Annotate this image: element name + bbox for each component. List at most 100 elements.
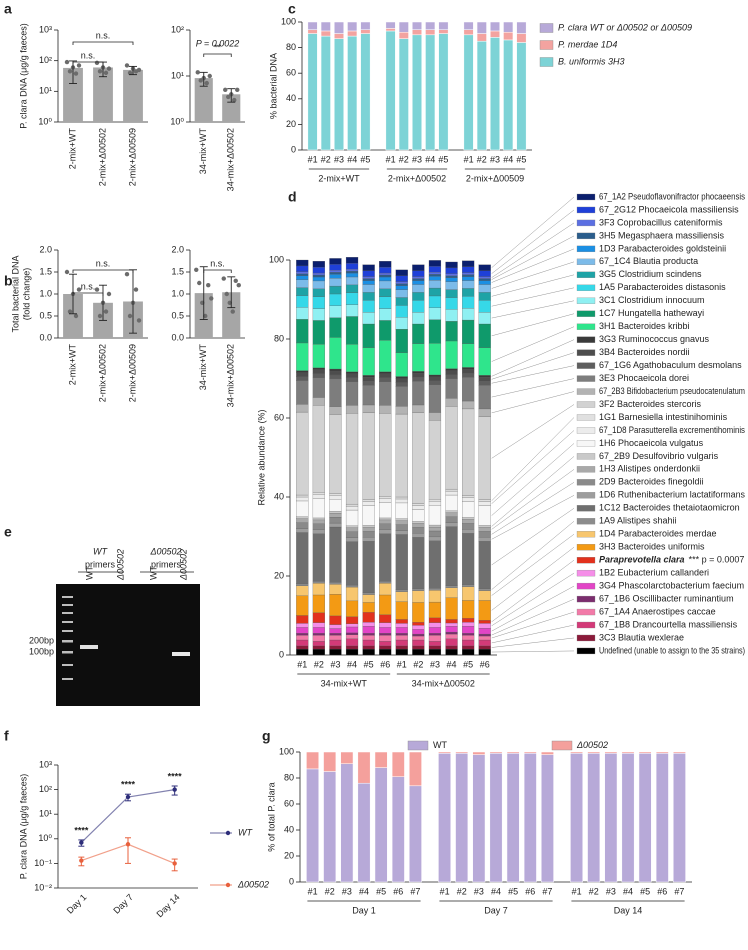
data-point bbox=[172, 861, 177, 866]
bar-segment bbox=[412, 505, 425, 510]
bar-segment bbox=[478, 270, 491, 277]
bar-segment bbox=[655, 753, 669, 883]
y-tick-label: 40 bbox=[274, 491, 284, 501]
bar-segment bbox=[395, 639, 408, 647]
bar-segment bbox=[345, 304, 359, 317]
bar-segment bbox=[362, 276, 375, 279]
bar-segment bbox=[362, 537, 375, 542]
bar-segment bbox=[340, 751, 354, 764]
bar-segment bbox=[379, 633, 392, 636]
bar-segment bbox=[445, 374, 458, 379]
x-tick-label: #3 bbox=[412, 154, 422, 164]
x-tick-label: #4 bbox=[447, 659, 457, 669]
legend-label: 1C7 Hungatella hathewayi bbox=[599, 308, 704, 318]
group-label: 2-mix+Δ00502 bbox=[388, 173, 446, 183]
bar-segment bbox=[345, 263, 359, 270]
bar-segment bbox=[395, 269, 408, 276]
bar-segment bbox=[395, 623, 408, 628]
bar-segment bbox=[398, 38, 409, 151]
legend-label: 3G4 Phascolarctobacterium faecium bbox=[599, 580, 744, 590]
legend-label: 1B2 Eubacterium callanderi bbox=[599, 568, 709, 578]
bar-segment bbox=[296, 585, 309, 596]
x-tick-label: #3 bbox=[474, 886, 484, 896]
primer-label: primers bbox=[151, 559, 182, 569]
data-point bbox=[233, 278, 238, 283]
bar-segment bbox=[362, 622, 375, 627]
x-tick-label: Day 1 bbox=[65, 892, 89, 916]
bar-segment bbox=[362, 626, 375, 634]
y-tick-label: 10¹ bbox=[39, 809, 52, 819]
bar-segment bbox=[445, 619, 458, 624]
bar-segment bbox=[379, 648, 392, 656]
bar bbox=[93, 67, 113, 122]
x-tick-label: #2 bbox=[399, 154, 409, 164]
y-tick-label: 2.0 bbox=[39, 244, 52, 254]
bar-segment bbox=[478, 381, 491, 386]
bar-segment bbox=[445, 597, 458, 620]
bar-segment bbox=[296, 259, 309, 267]
x-tick-label: #5 bbox=[640, 886, 650, 896]
bar-segment bbox=[462, 377, 475, 402]
bar-segment bbox=[395, 524, 408, 531]
bar-segment bbox=[395, 289, 408, 298]
bar-segment bbox=[312, 492, 325, 495]
leader-line bbox=[491, 443, 575, 516]
data-point bbox=[136, 318, 142, 323]
data-point bbox=[67, 69, 73, 74]
bar-segment bbox=[516, 33, 527, 43]
group-label: 2-mix+WT bbox=[318, 173, 360, 183]
y-tick-label: 10³ bbox=[39, 759, 52, 769]
legend-swatch bbox=[576, 336, 596, 343]
x-tick-label: #4 bbox=[347, 659, 357, 669]
bar-segment bbox=[323, 771, 337, 883]
y-tick-label: 40 bbox=[284, 824, 294, 834]
x-tick-label: #1 bbox=[572, 886, 582, 896]
bar-segment bbox=[462, 400, 475, 410]
bar-segment bbox=[379, 280, 392, 289]
x-tick-label: #5 bbox=[364, 659, 374, 669]
legend-label: Paraprevotella clara bbox=[599, 555, 685, 565]
bar-segment bbox=[655, 751, 669, 754]
bar-segment bbox=[395, 627, 408, 634]
bar-segment bbox=[478, 600, 491, 621]
bar-segment bbox=[360, 29, 371, 34]
bar-segment bbox=[362, 648, 375, 656]
bar-segment bbox=[296, 265, 309, 272]
legend-label: B. uniformis 3H3 bbox=[558, 56, 625, 66]
x-tick-label: #3 bbox=[430, 659, 440, 669]
bar-segment bbox=[445, 490, 458, 496]
leader-line bbox=[491, 313, 575, 337]
x-tick-label: 2-mix+WT bbox=[67, 344, 77, 386]
leader-line bbox=[491, 650, 575, 653]
y-tick-label: 0.5 bbox=[171, 310, 184, 320]
bar-segment bbox=[445, 275, 458, 278]
bar-segment bbox=[412, 588, 425, 591]
bar-segment bbox=[428, 280, 442, 289]
bar-segment bbox=[489, 751, 503, 754]
bar-segment bbox=[478, 648, 491, 656]
bar-segment bbox=[462, 276, 475, 281]
bar-segment bbox=[478, 416, 491, 500]
legend-swatch bbox=[576, 323, 596, 330]
bar-segment bbox=[438, 33, 449, 151]
legend-label: 3H1 Bacteroides kribbi bbox=[599, 321, 690, 331]
bar-segment bbox=[296, 516, 309, 519]
bar-segment bbox=[296, 645, 309, 650]
legend-swatch bbox=[576, 310, 596, 317]
y-tick-label: 1.5 bbox=[171, 266, 184, 276]
bar-segment bbox=[362, 264, 375, 271]
bar-segment bbox=[445, 510, 458, 513]
x-tick-label: #1 bbox=[440, 886, 450, 896]
y-axis-label: Relative abundance (%) bbox=[256, 409, 266, 505]
bar-segment bbox=[362, 541, 375, 593]
legend-swatch bbox=[576, 427, 596, 434]
bar-segment bbox=[362, 312, 375, 325]
bar-segment bbox=[345, 525, 359, 528]
legend-label: 3H5 Megasphaera massiliensis bbox=[599, 230, 725, 240]
legend-swatch bbox=[576, 569, 596, 577]
bar-segment bbox=[462, 296, 475, 309]
x-tick-label: #5 bbox=[508, 886, 518, 896]
bar-segment bbox=[374, 751, 388, 768]
bar-segment bbox=[374, 767, 388, 883]
bar-segment bbox=[296, 633, 309, 636]
